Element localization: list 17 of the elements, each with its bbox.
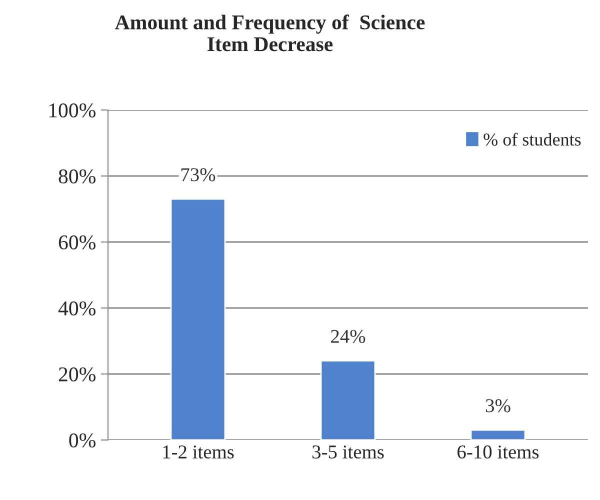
y-tick-label: 0% [69,433,96,448]
legend-label: % of students [484,132,581,146]
data-label: 73% [181,168,216,182]
y-tick-label: 100% [49,103,96,118]
y-tick-label: 80% [58,169,96,184]
data-label: 3% [486,399,510,412]
data-label: 24% [331,330,366,344]
y-tick-label: 40% [58,301,96,316]
y-tick-label: 20% [58,367,96,382]
bar [470,429,526,440]
x-tick-label: 1-2 items [163,445,234,459]
bar [170,198,226,440]
bar [320,360,376,440]
x-tick-label: 3-5 items [312,445,384,459]
x-tick-label: 6-10 items [458,445,539,459]
y-tick-label: 60% [58,235,96,250]
chart-title: Amount and Frequency of Science Item Decrease [115,14,425,52]
